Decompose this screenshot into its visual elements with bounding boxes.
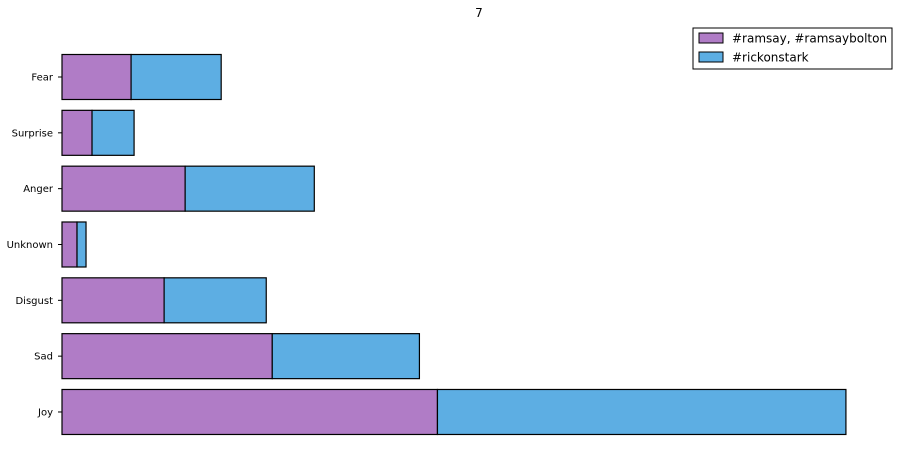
legend: #ramsay, #ramsaybolton #rickonstark <box>692 27 893 70</box>
bar-disgust-series-2 <box>163 277 267 324</box>
legend-label-1: #ramsay, #ramsaybolton <box>732 32 887 46</box>
bar-sad-series-1 <box>61 333 273 380</box>
y-tick-label: Sad <box>34 352 53 363</box>
chart-title: 7 <box>475 6 483 20</box>
bar-anger-series-1 <box>61 165 186 212</box>
bar-fear-series-2 <box>130 53 222 101</box>
bar-joy-series-2 <box>436 388 847 436</box>
y-tick-label: Joy <box>37 407 53 418</box>
bar-disgust-series-1 <box>61 277 165 324</box>
y-tick-label: Anger <box>23 184 54 195</box>
bars-group <box>61 53 847 436</box>
y-tick-label: Disgust <box>15 296 53 307</box>
bar-surprise-series-1 <box>61 109 93 156</box>
legend-label-2: #rickonstark <box>732 51 809 65</box>
legend-swatch-2 <box>698 51 724 63</box>
y-tick-label: Surprise <box>12 128 53 139</box>
y-tick-labels: Fear Surprise Anger Unknown Disgust Sad Joy <box>7 73 62 418</box>
bar-fear-series-1 <box>61 53 132 101</box>
y-tick-label: Unknown <box>7 240 53 251</box>
bar-anger-series-2 <box>184 165 315 212</box>
bar-joy-series-1 <box>61 388 439 436</box>
legend-swatch-1 <box>698 32 724 44</box>
y-tick-label: Fear <box>31 73 53 84</box>
bar-surprise-series-2 <box>91 109 135 156</box>
legend-frame <box>692 27 893 70</box>
bar-sad-series-2 <box>271 333 421 380</box>
bar-unknown-series-1 <box>61 221 78 268</box>
bar-unknown-series-2 <box>76 221 87 268</box>
